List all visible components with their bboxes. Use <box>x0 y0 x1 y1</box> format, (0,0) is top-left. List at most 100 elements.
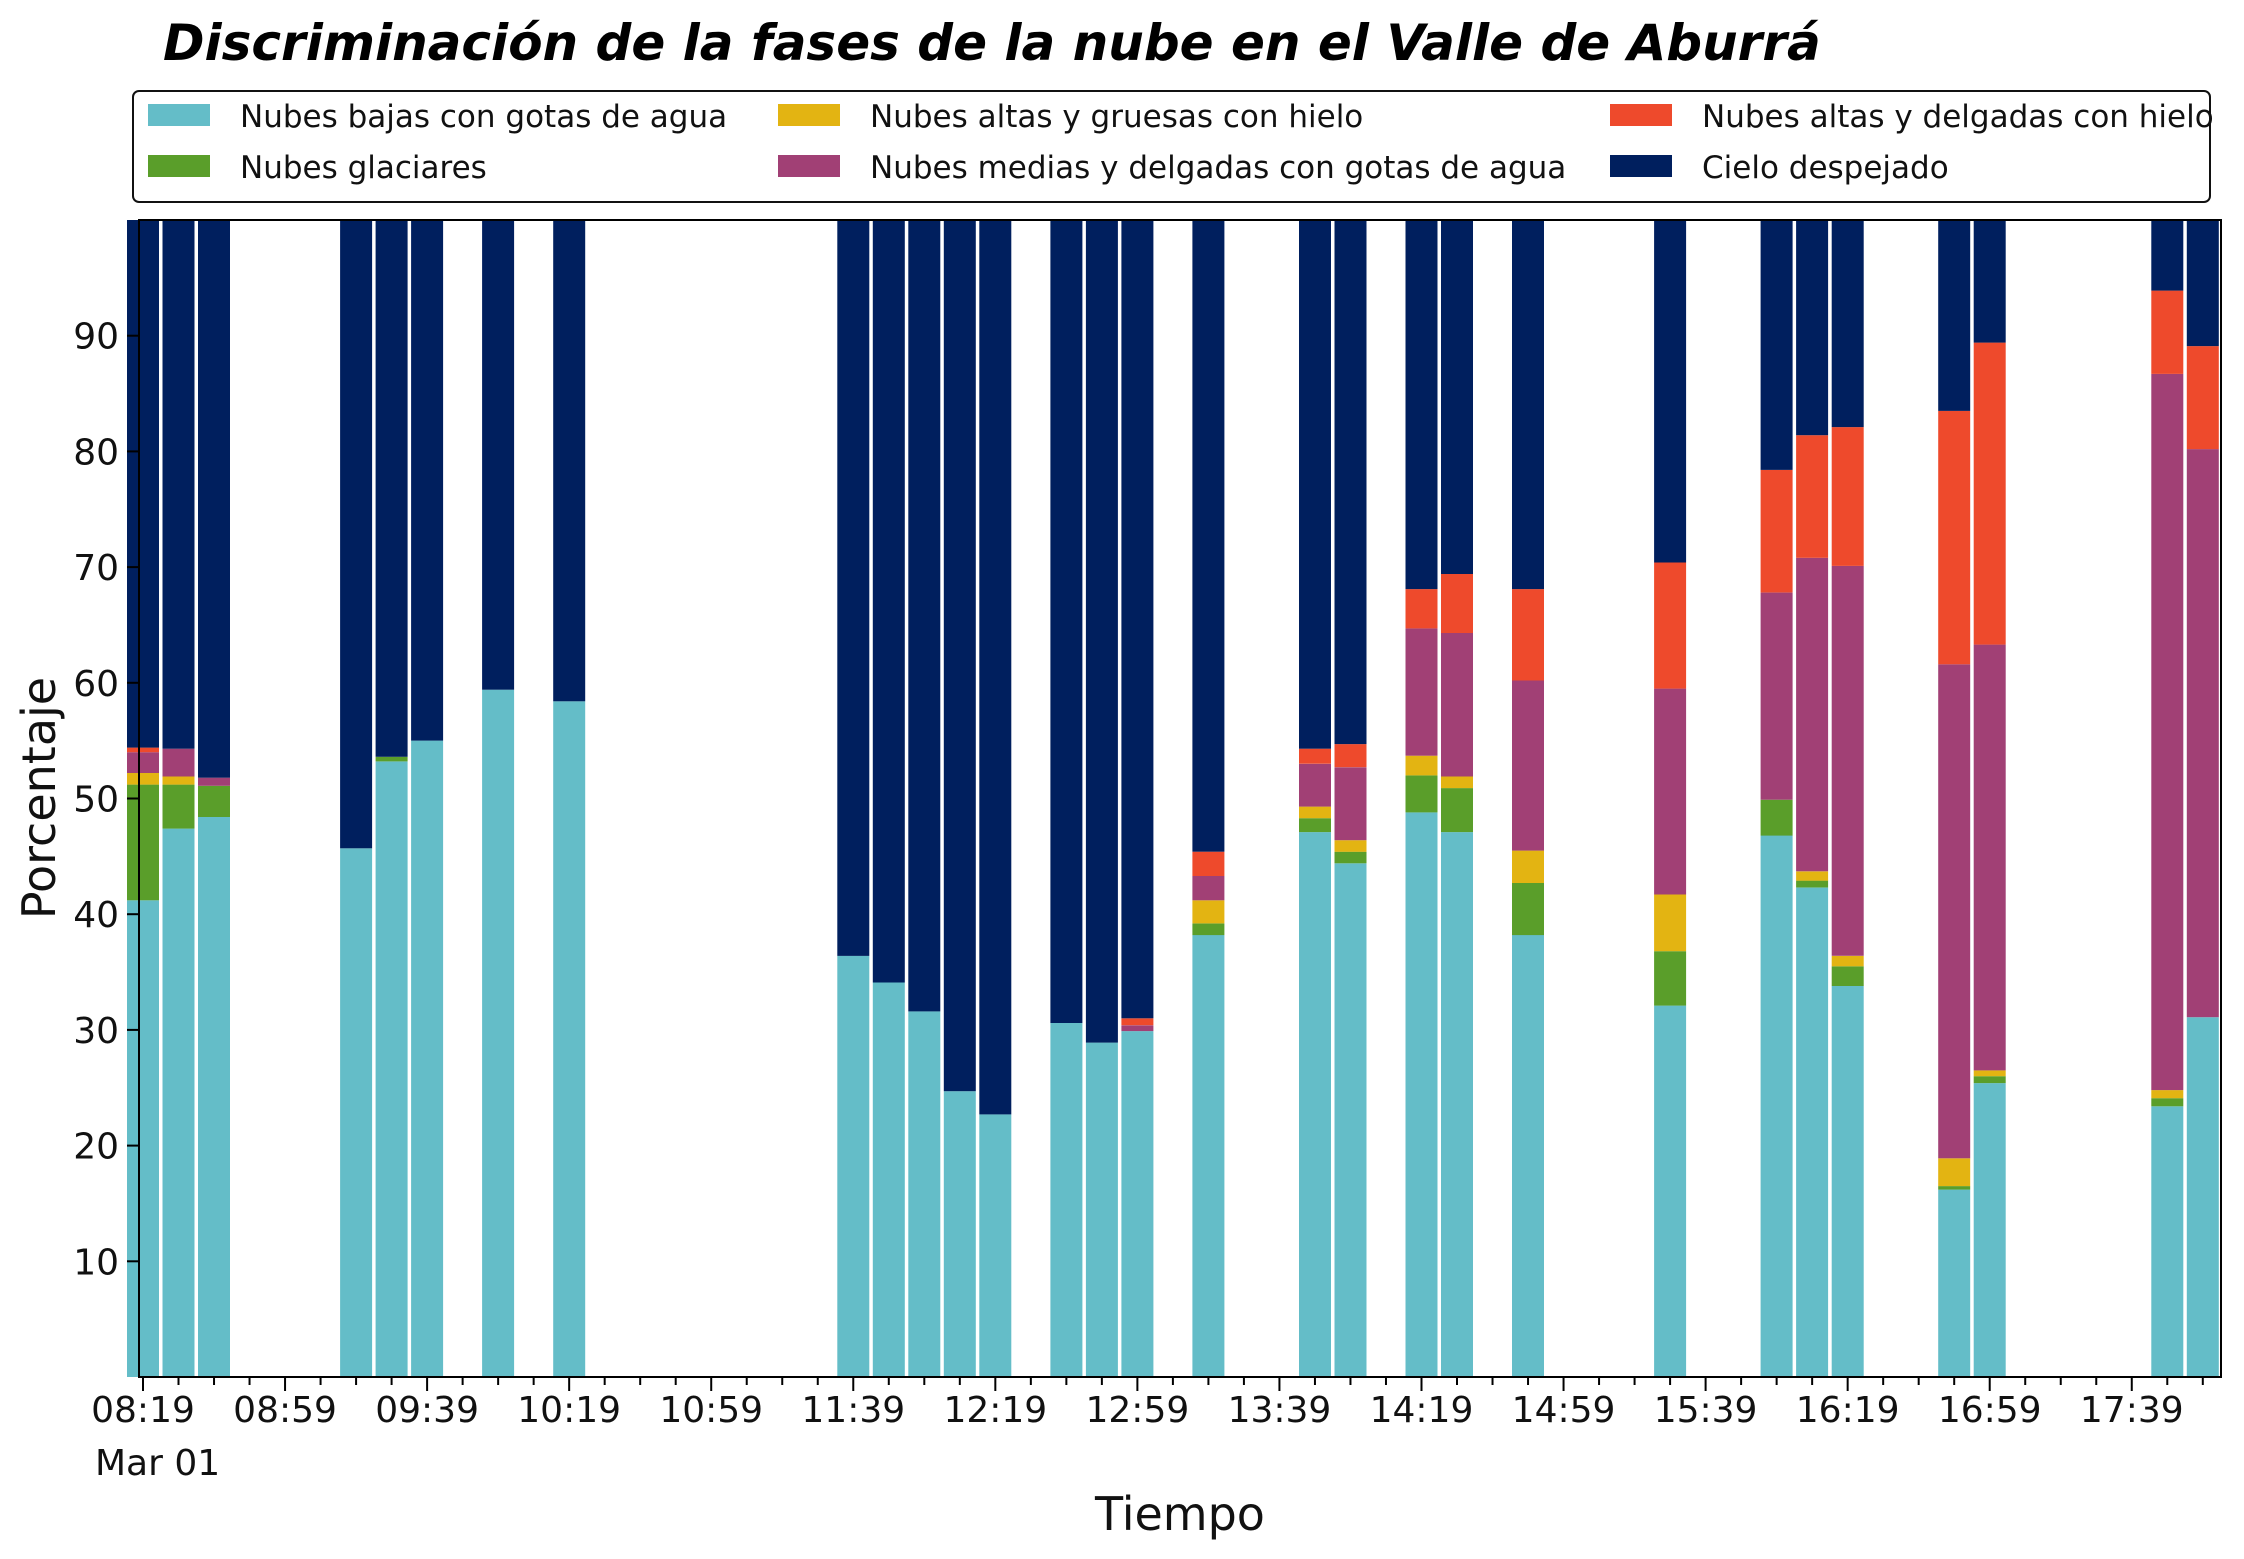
bar-segment <box>943 220 976 1092</box>
bar-segment <box>1299 818 1331 833</box>
x-date-label: Mar 01 <box>95 1443 220 1484</box>
bar-segment <box>1796 880 1829 888</box>
bar-segment <box>1512 883 1544 936</box>
bar-segment <box>1973 1076 2006 1084</box>
bar-segment <box>1192 220 1225 852</box>
bar-segment <box>1796 557 1829 872</box>
bar-segment <box>375 756 408 762</box>
bar-segment <box>908 1011 941 1377</box>
bar-segment <box>1334 767 1367 841</box>
bar-segment <box>1973 644 2006 1071</box>
bar-segment <box>1512 220 1544 590</box>
x-tick-label: 14:59 <box>1512 1390 1616 1431</box>
y-tick-label: 70 <box>73 548 119 589</box>
bar-segment <box>1121 1018 1154 1026</box>
bar-segment <box>127 752 159 773</box>
x-tick-label: 15:39 <box>1654 1390 1758 1431</box>
bar-segment <box>837 220 870 956</box>
bar-segment <box>1796 871 1829 881</box>
bar-segment <box>1405 220 1438 590</box>
x-axis-label: Tiempo <box>1094 1487 1265 1541</box>
x-tick-label: 12:59 <box>1086 1390 1190 1431</box>
bar-segment <box>1831 955 1864 967</box>
x-tick-label: 10:19 <box>517 1390 621 1431</box>
y-tick-label: 80 <box>73 432 119 473</box>
bar-segment <box>1405 628 1438 756</box>
bar-segment <box>1441 633 1473 777</box>
bar-segment <box>1299 220 1331 749</box>
x-tick-label: 10:59 <box>659 1390 763 1431</box>
bar-segment <box>979 220 1012 1115</box>
bar-segment <box>1938 664 1971 1159</box>
bar-segment <box>482 689 515 1377</box>
legend-swatch <box>778 104 840 126</box>
y-tick-label: 60 <box>73 664 119 705</box>
bar-segment <box>1512 850 1544 883</box>
bar-segment <box>127 900 159 1377</box>
bar-segment <box>2151 1090 2184 1099</box>
bar-segment <box>127 747 159 753</box>
bar-segment <box>127 773 159 785</box>
bar-segment <box>1654 220 1687 563</box>
bar-segment <box>553 701 586 1377</box>
legend-label: Cielo despejado <box>1702 150 1949 186</box>
bar-segment <box>1441 788 1473 833</box>
legend-swatch <box>1610 155 1672 177</box>
bar-segment <box>1654 951 1687 1006</box>
bar-segment <box>198 220 230 778</box>
legend-label: Nubes bajas con gotas de agua <box>240 99 727 135</box>
bar-segment <box>340 848 373 1377</box>
x-tick-label: 09:39 <box>375 1390 479 1431</box>
bar-segment <box>1654 562 1687 689</box>
x-tick-label: 16:59 <box>1938 1390 2042 1431</box>
bar-segment <box>162 748 195 777</box>
bar-segment <box>2151 1106 2184 1377</box>
bar-segment <box>1760 835 1793 1377</box>
bar-segment <box>1405 812 1438 1377</box>
bar-segment <box>1121 1031 1154 1377</box>
bar-segment <box>1796 435 1829 558</box>
bar-segment <box>1334 851 1367 864</box>
bar-segment <box>1831 985 1864 1377</box>
bar-segment <box>1938 1158 1971 1187</box>
bar-segment <box>162 784 195 829</box>
bar-segment <box>2151 220 2184 291</box>
bar-segment <box>1334 744 1367 768</box>
bar-segment <box>198 785 230 817</box>
bar-segment <box>2151 373 2184 1091</box>
bar-segment <box>1192 900 1225 924</box>
bar-segment <box>1050 220 1083 1023</box>
x-tick-label: 12:19 <box>943 1390 1047 1431</box>
bar-segment <box>1938 1186 1971 1190</box>
bar-segment <box>1334 220 1367 745</box>
bar-segment <box>1192 935 1225 1377</box>
bar-segment <box>1760 220 1793 470</box>
bar-segment <box>482 220 515 690</box>
bar-segment <box>1760 592 1793 800</box>
bar-segment <box>1405 589 1438 629</box>
legend: Nubes bajas con gotas de agua Nubes glaci… <box>132 90 2214 203</box>
bar-segment <box>1405 775 1438 813</box>
bar-segment <box>411 220 444 741</box>
bar-segment <box>1831 220 1864 428</box>
bar-segment <box>1796 887 1829 1377</box>
bar-segment <box>127 220 159 748</box>
bar-segment <box>2186 220 2219 347</box>
bar-stacks <box>127 220 2219 1377</box>
plot-area-frame <box>138 219 2222 1378</box>
bar-segment <box>375 761 408 1377</box>
bar-segment <box>1760 799 1793 836</box>
bar-segment <box>375 220 408 757</box>
legend-label: Nubes medias y delgadas con gotas de agu… <box>870 150 1566 186</box>
bar-segment <box>162 828 195 1377</box>
bar-segment <box>1973 342 2006 645</box>
x-tick-label: 13:39 <box>1228 1390 1332 1431</box>
bar-segment <box>1299 832 1331 1377</box>
bar-segment <box>1334 840 1367 852</box>
legend-swatch <box>1610 104 1672 126</box>
x-tick-label: 16:19 <box>1796 1390 1900 1431</box>
y-tick-label: 10 <box>73 1242 119 1283</box>
bar-segment <box>162 220 195 749</box>
bar-segment <box>837 955 870 1377</box>
bar-segment <box>553 220 586 702</box>
